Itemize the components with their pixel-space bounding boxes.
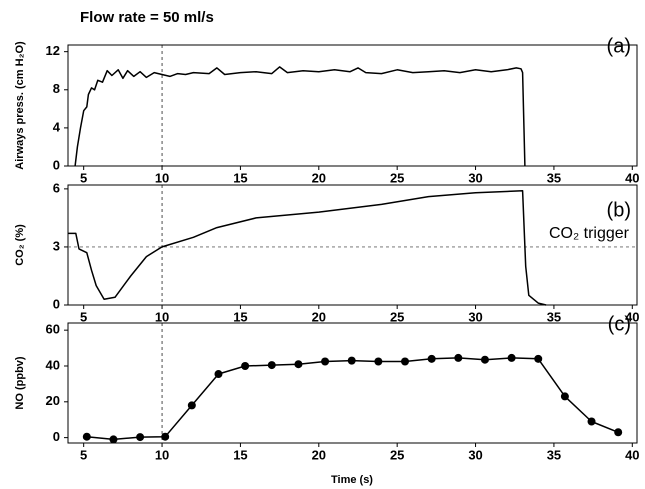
data-point	[161, 432, 170, 441]
x-tick-label: 20	[312, 447, 326, 462]
data-point	[82, 432, 91, 441]
figure-title: Flow rate = 50 ml/s	[80, 9, 214, 26]
plot-frame	[67, 44, 638, 167]
x-tick-label: 25	[390, 309, 404, 324]
data-point	[507, 353, 516, 362]
y-tick-label: 4	[53, 119, 61, 134]
x-tick-label: 10	[155, 447, 169, 462]
y-tick-label: 8	[53, 81, 60, 96]
x-tick-label: 15	[233, 309, 247, 324]
data-point	[614, 428, 623, 437]
y-tick-label: 40	[46, 357, 60, 372]
threshold-label: CO₂ trigger	[549, 225, 630, 242]
data-point	[454, 353, 463, 362]
y-tick-label: 3	[53, 238, 60, 253]
data-line	[74, 66, 526, 167]
data-point	[109, 435, 118, 444]
x-tick-label: 25	[390, 170, 404, 185]
x-tick-label: 5	[80, 309, 87, 324]
data-point	[294, 360, 303, 369]
data-point	[187, 401, 196, 410]
x-tick-label: 35	[547, 447, 561, 462]
data-point	[480, 355, 489, 364]
plot-frame	[67, 322, 638, 444]
y-tick-label: 12	[46, 43, 60, 58]
data-point	[534, 354, 543, 363]
data-point	[214, 370, 223, 379]
y-tick-label: 20	[46, 393, 60, 408]
y-tick-label: 0	[53, 296, 60, 311]
x-axis-label: Time (s)	[331, 474, 373, 486]
x-tick-label: 10	[155, 170, 169, 185]
x-tick-label: 35	[547, 170, 561, 185]
data-point	[427, 354, 436, 363]
data-point	[560, 392, 569, 401]
x-tick-label: 40	[625, 309, 639, 324]
data-point	[241, 361, 250, 370]
x-tick-label: 30	[468, 170, 482, 185]
x-tick-label: 5	[80, 447, 87, 462]
data-line	[68, 190, 547, 306]
data-point	[321, 357, 330, 366]
x-tick-label: 40	[625, 447, 639, 462]
data-point	[587, 417, 596, 426]
plot-frame	[67, 184, 638, 306]
y-tick-label: 60	[46, 322, 60, 337]
x-tick-label: 10	[155, 309, 169, 324]
x-tick-label: 20	[312, 309, 326, 324]
panel-label: (b)	[607, 199, 631, 221]
data-point	[267, 361, 276, 370]
x-tick-label: 15	[233, 447, 247, 462]
y-tick-label: 0	[53, 157, 60, 172]
y-axis-label: CO₂ (%)	[14, 224, 26, 266]
data-point	[136, 433, 145, 442]
x-tick-label: 30	[468, 309, 482, 324]
x-tick-label: 15	[233, 170, 247, 185]
data-point	[374, 357, 383, 366]
data-point	[347, 356, 356, 365]
y-tick-label: 0	[53, 429, 60, 444]
panel-label: (c)	[608, 313, 631, 335]
x-tick-label: 40	[625, 170, 639, 185]
x-tick-label: 35	[547, 309, 561, 324]
panel-label: (a)	[607, 35, 631, 57]
x-tick-label: 30	[468, 447, 482, 462]
x-tick-label: 25	[390, 447, 404, 462]
x-tick-label: 5	[80, 170, 87, 185]
y-tick-label: 6	[53, 180, 60, 195]
y-axis-label: NO (ppbv)	[14, 356, 26, 409]
y-axis-label: Airways press. (cm H₂O)	[14, 41, 26, 170]
data-line	[86, 357, 619, 441]
x-tick-label: 20	[312, 170, 326, 185]
data-point	[401, 357, 410, 366]
